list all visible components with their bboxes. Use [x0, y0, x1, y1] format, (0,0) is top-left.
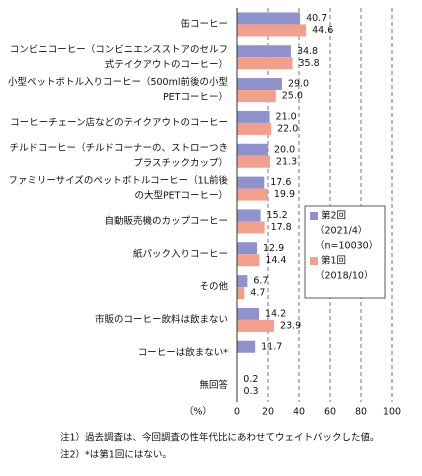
y-tick-label: コーヒーは飲まない*	[138, 346, 229, 358]
legend-swatch	[310, 257, 318, 265]
value-label: 25.0	[282, 91, 303, 102]
y-tick-label: 無回答	[199, 379, 228, 391]
bar	[237, 209, 261, 222]
value-label: 17.6	[270, 177, 291, 188]
bar	[237, 221, 265, 234]
y-tick-label: の大型PETコーヒー）	[134, 190, 228, 202]
value-label: 11.7	[261, 341, 282, 352]
y-tick-label: PETコーヒー）	[163, 91, 228, 103]
value-label: 4.7	[250, 288, 265, 299]
value-label: 35.8	[298, 58, 319, 69]
bar	[237, 45, 291, 58]
y-tick-label: 自動販売機のカップコーヒー	[104, 215, 228, 227]
legend-swatch	[310, 212, 318, 220]
legend-note: （2018/10）	[315, 270, 373, 282]
x-tick-label: 40	[293, 407, 305, 418]
value-label: 17.8	[271, 222, 292, 233]
y-tick-label: 式テイクアウトのコーヒー）	[105, 58, 228, 70]
bar	[237, 155, 271, 168]
x-axis-label: （%）	[184, 406, 212, 418]
value-label: 0.3	[243, 386, 258, 397]
bar	[237, 176, 265, 189]
bar	[237, 340, 256, 353]
y-tick-label: コンビニコーヒー（コンビニエンスストアのセルフ	[10, 43, 228, 55]
bar	[237, 254, 260, 267]
x-tick-label: 60	[324, 407, 336, 418]
value-label: 40.7	[306, 13, 327, 24]
value-label: 22.0	[277, 123, 298, 134]
value-label: 29.0	[288, 79, 309, 90]
bar	[237, 287, 245, 300]
y-tick-label: 市販のコーヒー飲料は飲まない	[95, 313, 228, 325]
value-label: 14.4	[265, 255, 286, 266]
y-tick-label: チルドコーヒー（チルドコーナーの、ストローつき	[9, 142, 228, 154]
y-tick-label: その他	[199, 281, 228, 293]
legend-note: （2021/4）	[315, 225, 367, 237]
x-tick-label: 100	[383, 407, 401, 418]
y-tick-label: 紙パック入りコーヒー	[133, 248, 228, 260]
bar	[237, 78, 282, 91]
y-tick-label: 小型ペットボトル入りコーヒー（500ml前後の小型	[8, 76, 229, 88]
bar	[237, 57, 293, 70]
bar	[237, 242, 257, 255]
bar	[237, 122, 272, 135]
bar	[237, 110, 270, 123]
value-label: 14.2	[265, 308, 286, 319]
x-tick-label: 20	[262, 407, 274, 418]
value-label: 0.2	[243, 374, 258, 385]
value-label: 21.3	[276, 156, 297, 167]
value-label: 44.6	[312, 25, 333, 36]
legend-label: 第1回	[321, 255, 346, 267]
x-tick-label: 0	[234, 407, 240, 418]
bar	[237, 319, 275, 332]
value-label: 20.0	[274, 144, 295, 155]
legend-label: 第2回	[321, 210, 346, 222]
y-tick-label: プラスチックカップ）	[133, 157, 228, 169]
legend-note: （n=10030）	[315, 240, 378, 252]
legend-box	[304, 205, 386, 299]
y-tick-label: ファミリーサイズのペットボトルコーヒー（1L前後	[8, 175, 228, 187]
value-label: 12.9	[263, 243, 284, 254]
bar	[237, 188, 268, 201]
bar	[237, 12, 301, 25]
value-label: 6.7	[253, 276, 268, 287]
bar	[237, 275, 248, 288]
y-tick-label: 缶コーヒー	[180, 18, 228, 30]
bar	[237, 307, 260, 320]
value-label: 15.2	[267, 210, 288, 221]
y-tick-label: コーヒーチェーン店などのテイクアウトのコーヒー	[10, 116, 228, 128]
value-label: 34.8	[297, 46, 318, 57]
value-label: 23.9	[280, 320, 301, 331]
note: 注2）*は第1回にはない。	[60, 449, 172, 461]
bar	[237, 143, 268, 156]
bar	[237, 24, 307, 37]
x-tick-label: 80	[355, 407, 367, 418]
note: 注1）過去調査は、今回調査の性年代比にあわせてウェイトバックした値。	[60, 432, 380, 444]
value-label: 19.9	[274, 189, 295, 200]
value-label: 21.0	[276, 111, 297, 122]
bar	[237, 90, 276, 103]
